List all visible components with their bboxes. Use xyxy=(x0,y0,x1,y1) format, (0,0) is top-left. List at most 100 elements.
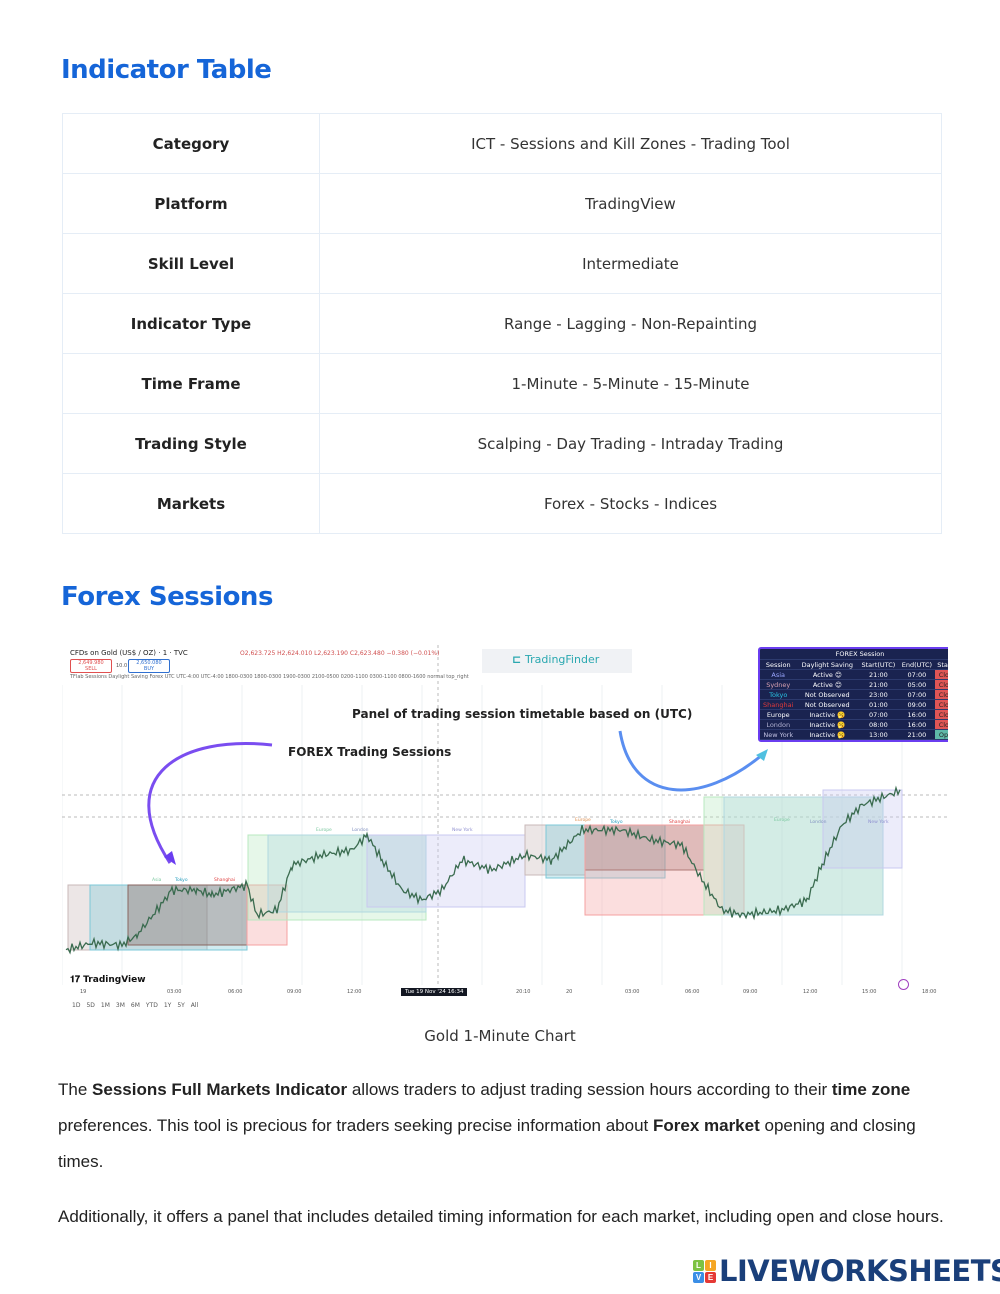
row-label: Trading Style xyxy=(62,413,320,474)
row-value: TradingView xyxy=(319,173,942,234)
status: Close xyxy=(935,709,948,720)
daylight-saving: Inactive 🥱 xyxy=(796,719,859,730)
session-box xyxy=(366,834,526,908)
sell-button[interactable]: 2,649.980 SELL xyxy=(70,659,112,673)
row-value: Intermediate xyxy=(319,233,942,294)
daylight-saving: Inactive 🥱 xyxy=(796,729,859,740)
panel-title: FOREX Session xyxy=(760,649,948,660)
session-name: Asia xyxy=(760,669,797,680)
range-ytd[interactable]: YTD xyxy=(145,1002,158,1009)
symbol-title: CFDs on Gold (US$ / OZ) · 1 · TVC xyxy=(70,649,188,657)
ohlc-readout: O2,623.725 H2,624.010 L2,623.190 C2,623.… xyxy=(240,650,440,657)
status: Open xyxy=(935,729,948,740)
session-name: New York xyxy=(760,729,797,740)
paragraph-1: The Sessions Full Markets Indicator allo… xyxy=(58,1080,916,1171)
session-name: Europe xyxy=(760,709,797,720)
price-series xyxy=(65,785,901,955)
start-utc: 13:00 xyxy=(858,729,899,740)
session-label: London xyxy=(352,827,369,833)
row-value: 1-Minute - 5-Minute - 15-Minute xyxy=(319,353,942,414)
daylight-saving: Not Observed xyxy=(796,689,859,700)
start-utc: 21:00 xyxy=(858,669,899,680)
arrow-panel xyxy=(618,730,763,792)
session-label: New York xyxy=(868,819,889,825)
x-tick: 09:00 xyxy=(287,989,302,995)
x-tick: 03:00 xyxy=(625,989,640,995)
range-5d[interactable]: 5D xyxy=(86,1002,95,1009)
session-label: Europe xyxy=(316,827,332,833)
table-row: Trading Style Scalping - Day Trading - In… xyxy=(62,413,942,474)
spread: 10.0 xyxy=(116,663,128,669)
panel-header: End(UTC) xyxy=(898,660,936,670)
start-utc: 23:00 xyxy=(858,689,899,700)
daylight-saving: Not Observed xyxy=(796,699,859,710)
forex-session-panel: FOREX Session Session Daylight Saving Star… xyxy=(758,647,948,742)
range-1d[interactable]: 1D xyxy=(72,1002,81,1009)
status: Close xyxy=(935,679,948,690)
end-utc: 07:00 xyxy=(898,669,936,680)
session-box xyxy=(246,884,288,946)
table-row: Category ICT - Sessions and Kill Zones - … xyxy=(62,113,942,174)
status: Close xyxy=(935,699,948,710)
crosshair-time: Tue 19 Nov '24 16:34 xyxy=(401,988,468,996)
status: Close xyxy=(935,689,948,700)
daylight-saving: Inactive 🥱 xyxy=(796,709,859,720)
x-tick: 12:00 xyxy=(347,989,362,995)
daylight-saving: Active 😊 xyxy=(796,669,859,680)
table-row: Time Frame 1-Minute - 5-Minute - 15-Minut… xyxy=(62,353,942,414)
end-utc: 16:00 xyxy=(898,719,936,730)
forex-sessions-title: Forex Sessions xyxy=(61,582,273,612)
range-5y[interactable]: 5Y xyxy=(177,1002,185,1009)
body-text: The Sessions Full Markets Indicator allo… xyxy=(58,1072,948,1234)
table-row: Skill Level Intermediate xyxy=(62,233,942,294)
end-utc: 16:00 xyxy=(898,709,936,720)
start-utc: 01:00 xyxy=(858,699,899,710)
session-label: Asia xyxy=(152,877,162,883)
x-tick: 03:00 xyxy=(167,989,182,995)
session-box xyxy=(127,884,248,946)
range-selector: 1D 5D 1M 3M 6M YTD 1Y 5Y All xyxy=(72,1002,198,1009)
session-label: New York xyxy=(452,827,473,833)
session-label: London xyxy=(810,819,827,825)
range-1y[interactable]: 1Y xyxy=(163,1002,172,1009)
range-3m[interactable]: 3M xyxy=(115,1002,125,1009)
row-label: Indicator Type xyxy=(62,293,320,354)
row-value: Forex - Stocks - Indices xyxy=(319,473,942,534)
session-name: Sydney xyxy=(760,679,797,690)
x-tick: 06:00 xyxy=(685,989,700,995)
end-utc: 05:00 xyxy=(898,679,936,690)
end-utc: 07:00 xyxy=(898,689,936,700)
session-box xyxy=(584,824,705,871)
row-label: Markets xyxy=(62,473,320,534)
row-value: Scalping - Day Trading - Intraday Tradin… xyxy=(319,413,942,474)
panel-header: Session xyxy=(760,660,797,670)
range-1m[interactable]: 1M xyxy=(100,1002,110,1009)
x-tick: 12:00 xyxy=(803,989,818,995)
session-label: Tokyo xyxy=(609,819,623,825)
start-utc: 07:00 xyxy=(858,709,899,720)
x-tick: 18:00 xyxy=(922,989,937,995)
end-utc: 09:00 xyxy=(898,699,936,710)
session-name: London xyxy=(760,719,797,730)
start-utc: 21:00 xyxy=(858,679,899,690)
panel-header: Start(UTC) xyxy=(858,660,899,670)
session-box xyxy=(723,796,884,916)
range-all[interactable]: All xyxy=(190,1002,199,1009)
status: Close xyxy=(935,669,948,680)
row-label: Skill Level xyxy=(62,233,320,294)
row-label: Platform xyxy=(62,173,320,234)
session-name: Tokyo xyxy=(760,689,797,700)
indicator-legend: TFlab Sessions Daylight Saving Forex UTC… xyxy=(70,674,469,680)
table-row: Platform TradingView xyxy=(62,173,942,234)
x-axis: 19 03:00 06:00 09:00 12:00 20:10 20 03:00 06:00 0… xyxy=(62,989,948,999)
x-tick: 09:00 xyxy=(743,989,758,995)
session-box xyxy=(822,789,903,869)
range-6m[interactable]: 6M xyxy=(130,1002,140,1009)
buy-button[interactable]: 2,650.080 BUY xyxy=(128,659,170,673)
